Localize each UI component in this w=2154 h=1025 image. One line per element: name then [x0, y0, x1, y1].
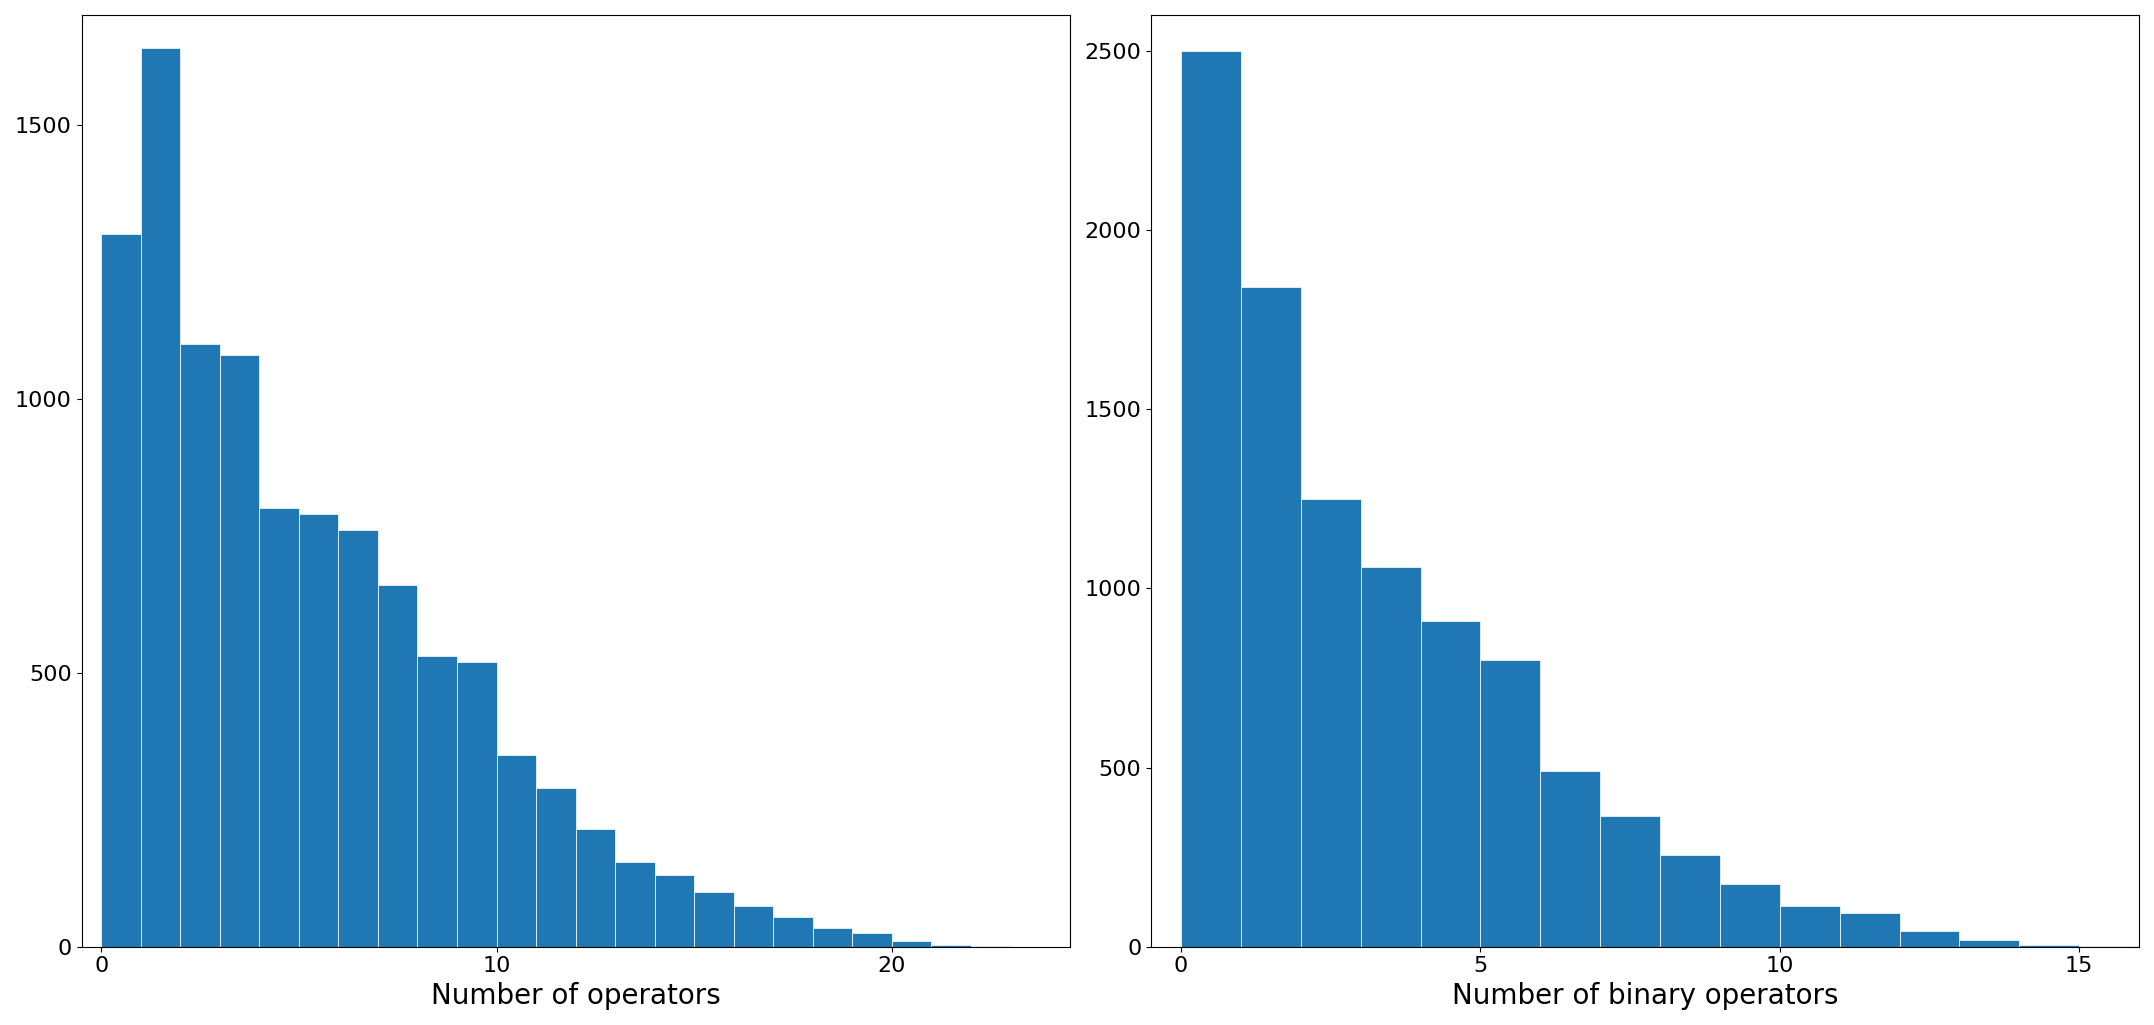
Bar — [258, 508, 299, 947]
Bar — [1600, 816, 1661, 947]
Bar — [1419, 620, 1480, 947]
Bar — [2018, 945, 2079, 947]
Bar — [536, 788, 575, 947]
Bar — [1540, 771, 1600, 947]
Bar — [892, 941, 931, 947]
Bar — [773, 916, 812, 947]
Bar — [694, 892, 735, 947]
Bar — [1840, 912, 1900, 947]
Bar — [377, 585, 418, 947]
Bar — [735, 906, 773, 947]
Bar — [181, 343, 220, 947]
Bar — [1900, 931, 1960, 947]
Bar — [616, 862, 655, 947]
Bar — [1480, 660, 1540, 947]
Bar — [140, 48, 181, 947]
Bar — [1241, 287, 1301, 947]
X-axis label: Number of operators: Number of operators — [431, 982, 719, 1010]
Bar — [498, 754, 536, 947]
Bar — [1301, 499, 1361, 947]
Bar — [418, 656, 457, 947]
Bar — [101, 235, 140, 947]
Bar — [1180, 51, 1241, 947]
Bar — [575, 829, 616, 947]
X-axis label: Number of binary operators: Number of binary operators — [1452, 982, 1837, 1010]
Bar — [1960, 940, 2018, 947]
Bar — [655, 875, 694, 947]
Bar — [299, 514, 338, 947]
Bar — [220, 355, 258, 947]
Bar — [1779, 905, 1840, 947]
Bar — [457, 662, 498, 947]
Bar — [338, 530, 377, 947]
Bar — [853, 933, 892, 947]
Bar — [1661, 855, 1719, 947]
Bar — [1361, 567, 1419, 947]
Bar — [931, 945, 971, 947]
Bar — [812, 928, 853, 947]
Bar — [1719, 884, 1779, 947]
